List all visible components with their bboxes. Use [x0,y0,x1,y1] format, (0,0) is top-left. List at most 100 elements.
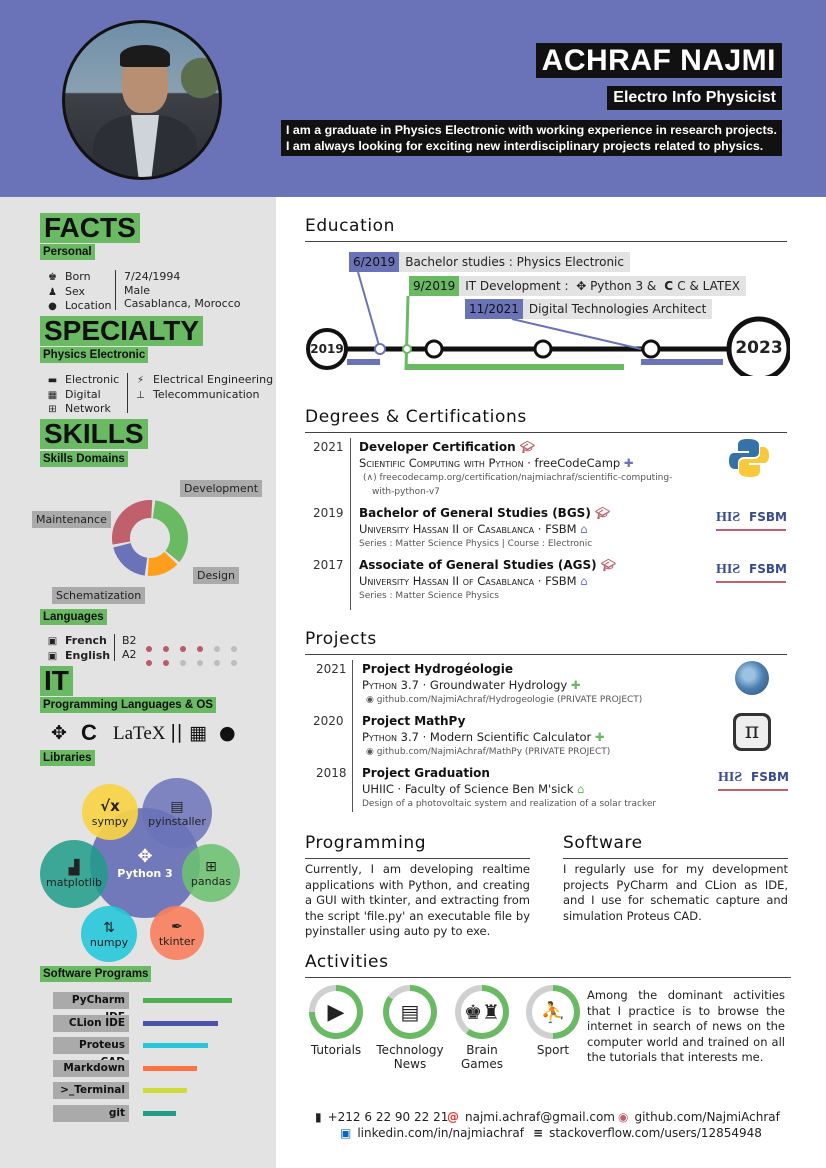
contact-phone[interactable]: ▮ +212 6 22 90 22 21 [315,1110,449,1124]
degree-year-1: 2021 [313,440,344,454]
language-english: ▣ English [47,648,111,662]
education-label-it: IT Development : [465,279,569,293]
degree-note-1b: with-python-v7 [372,487,440,497]
skill-label-schematization: Schematization [52,587,146,604]
separator-icon: || [170,721,183,743]
specialty-subheading: Physics Electronic [40,347,149,363]
born-row: ♚ Born [46,270,112,285]
software-level-bar [143,1065,197,1071]
skill-label-design: Design [193,567,239,584]
degree-note-2: Series : Matter Science Physics | Course… [359,539,593,549]
activities-rule [305,977,791,978]
education-title: Education [305,216,396,236]
donut-slice-design [147,551,178,576]
university-icon: ⌂ [580,522,588,536]
software-label: >_Terminal [53,1082,129,1099]
chart-icon: ▟ [68,859,80,876]
project-title-3: Project Graduation [362,766,490,780]
project-year-1: 2021 [316,662,347,676]
contact-linkedin[interactable]: ▣ linkedin.com/in/najmiachraf [340,1126,524,1140]
it-heading: IT [40,666,73,696]
library-sympy: √x sympy [82,784,138,840]
language-dot [214,646,220,652]
specialty-electronic: ▬ Electronic [47,373,120,386]
donut-slice-schematization [113,543,148,576]
specialty-heading: SPECIALTY [40,316,204,346]
software-programs-heading: Software Programs [40,966,152,982]
programming-icons: ✥ C LaTeX || ▦ ● [51,720,241,746]
software-level-bar [143,998,232,1003]
degree-year-3: 2017 [313,558,344,572]
sex-row: ♟ Sex [46,285,112,300]
windows-icon: ▦ [189,722,207,744]
french-level-dots [146,637,248,656]
donut-slice-development [152,500,188,563]
degree-year-2: 2019 [313,506,344,520]
library-numpy: ⇅ numpy [81,906,137,962]
language-dot [197,660,203,666]
feather-icon: ✒ [171,918,183,935]
activity-brain-games: ♚♜ Brain Games [452,985,512,1071]
python-logo [729,439,769,477]
translate-icon: ▣ [47,650,58,662]
contact-github[interactable]: ◉ github.com/NajmiAchraf [618,1110,780,1124]
baby-icon: ♚ [48,272,57,283]
fsbm-logo: HIƧ FSBM [716,508,787,538]
graduation-cap-icon: 🎓︎ [600,558,617,572]
library-pyinstaller: ▤ pyinstaller [142,778,212,848]
language-dot [146,660,152,666]
education-item-it: 9/2019 IT Development : ✥ Python 3 & C C … [409,276,747,296]
skills-donut-chart [112,500,188,576]
skills-domains-heading: Skills Domains [40,451,128,467]
specialty-network: ⊞ Network [46,402,119,417]
personal-divider [115,270,116,310]
degree-title-3: Associate of General Studies (AGS) 🎓︎ [359,558,617,572]
specialty-divider [127,373,128,413]
timeline-bar-it [406,364,624,370]
specialty-telecom: ⊥ Telecommunication [134,388,273,403]
activity-ring-games: ♚♜ [455,985,509,1039]
bio-line-2: I am always looking for exciting new int… [286,139,764,153]
software-rule [563,858,788,859]
project-sub-3: UHIIC · Faculty of Science Ben M'sick ⌂ [362,782,585,796]
education-date-bachelor: 6/2019 [349,252,400,272]
contact-email[interactable]: @ najmi.achraf@gmail.com [447,1110,615,1124]
sqrt-icon: √x [100,796,120,815]
software-text: I regularly use for my development proje… [563,862,788,923]
activity-technology-news: ▤ Technology News [374,985,446,1071]
specialty-digital: ▦ Digital [47,387,101,401]
activity-sport: ⛹ Sport [523,985,583,1057]
c-language-icon: C [660,279,678,293]
donut-slice-maintenance [112,500,153,545]
education-item-architect: 11/2021 Digital Technologies Architect [465,299,713,319]
fsbm-logo: HIƧ FSBM [718,770,789,800]
python-icon: ✥ [51,722,67,744]
plug-icon: ⚡ [136,375,145,386]
degree-note-3: Series : Matter Science Physics [359,591,499,601]
language-dot [231,660,237,666]
contact-stackoverflow[interactable]: ≡ stackoverflow.com/users/12854948 [533,1126,762,1140]
activities-title: Activities [305,952,389,972]
person-bio: I am a graduate in Physics Electronic wi… [281,120,782,156]
software-label: PyCharm IDE [53,992,129,1023]
libraries-heading: Libraries [40,750,95,766]
programming-text: Currently, I am developing realtime appl… [305,862,530,938]
education-label-architect: Digital Technologies Architect [528,302,707,316]
language-dot [231,646,237,652]
projects-rule [305,654,787,655]
sort-icon: ⇅ [103,919,115,936]
timeline-node-2020 [424,339,444,359]
language-dot [180,660,186,666]
software-level-bar [143,1043,208,1048]
project-note-3: Design of a photovoltaic system and real… [362,799,657,809]
location-value: Casablanca, Morocco [124,297,241,310]
project-year-3: 2018 [316,766,347,780]
mathpy-logo: π [733,713,771,751]
software-title: Software [563,833,643,853]
file-code-icon: ▤ [170,798,184,815]
programming-title: Programming [305,833,427,853]
education-timeline [306,271,790,376]
header: ACHRAF NAJMI Electro Info Physicist I am… [0,0,826,197]
activities-text: Among the dominant activities that I pra… [587,988,785,1064]
projects-divider [352,660,353,812]
